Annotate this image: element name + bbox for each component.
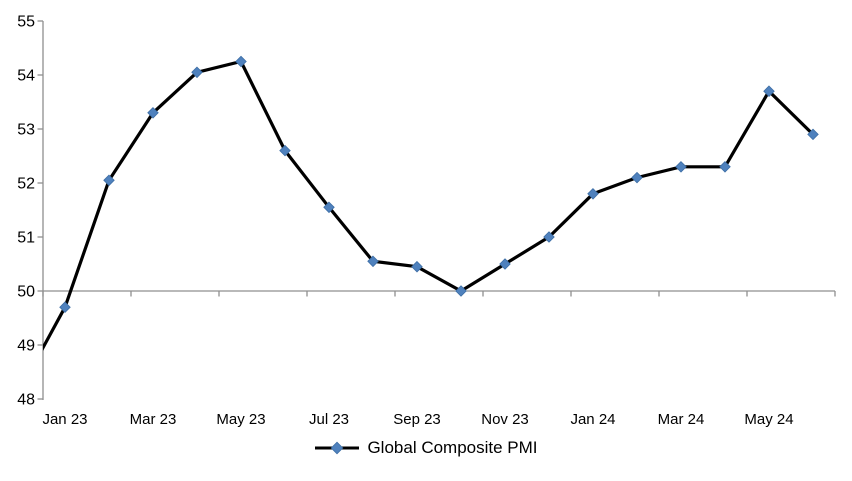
y-tick-label: 52 xyxy=(17,176,35,193)
pmi-marker xyxy=(235,55,247,68)
pmi-marker xyxy=(719,161,731,173)
pmi-marker xyxy=(763,85,775,97)
y-tick-label: 53 xyxy=(17,122,35,139)
pmi-marker xyxy=(191,66,203,79)
pmi-marker xyxy=(543,231,555,243)
x-tick-label: Jan 24 xyxy=(570,411,615,428)
x-tick-label: Mar 24 xyxy=(658,411,705,428)
y-tick-label: 51 xyxy=(17,230,35,247)
pmi-marker xyxy=(323,201,335,214)
x-tick-label: May 24 xyxy=(744,411,793,428)
pmi-marker xyxy=(587,188,599,200)
chart-legend: Global Composite PMI xyxy=(0,438,852,458)
x-tick-label: Mar 23 xyxy=(130,411,177,428)
pmi-line xyxy=(43,59,815,352)
pmi-marker xyxy=(675,161,687,173)
pmi-marker xyxy=(103,174,115,187)
x-tick-label: Jul 23 xyxy=(309,411,349,428)
pmi-marker xyxy=(455,285,467,297)
pmi-marker xyxy=(147,107,159,119)
pmi-marker xyxy=(411,260,423,273)
pmi-marker xyxy=(631,171,643,184)
y-tick-label: 49 xyxy=(17,338,35,355)
x-tick-label: May 23 xyxy=(216,411,265,428)
pmi-marker xyxy=(807,128,819,141)
y-tick-label: 55 xyxy=(17,14,35,31)
x-tick-label: Sep 23 xyxy=(393,411,441,428)
y-tick-label: 54 xyxy=(17,68,35,85)
pmi-marker xyxy=(499,258,511,270)
legend-label: Global Composite PMI xyxy=(367,438,538,457)
pmi-marker xyxy=(367,255,379,268)
pmi-marker xyxy=(279,144,291,157)
x-tick-label: Jan 23 xyxy=(42,411,87,428)
legend-line-marker-icon xyxy=(315,441,360,455)
y-tick-label: 48 xyxy=(17,392,35,409)
y-tick-label: 50 xyxy=(17,284,35,301)
x-tick-label: Nov 23 xyxy=(481,411,529,428)
pmi-marker xyxy=(59,301,71,313)
pmi-series xyxy=(43,55,819,352)
